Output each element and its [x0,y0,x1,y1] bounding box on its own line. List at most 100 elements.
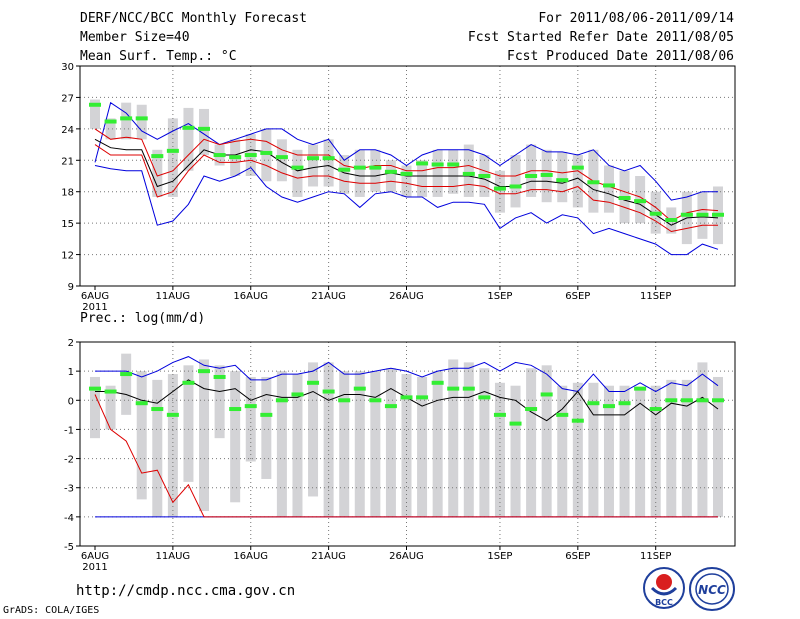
temp-spread-box [339,155,350,194]
prec-spread-box [136,371,147,500]
prec-spread-box [230,371,241,503]
temp-y-tick-label: 15 [61,219,74,230]
temp-mean-marker [680,212,693,217]
prec-spread-box [308,362,319,497]
prec-spread-box [494,382,505,517]
member-size-label: Member Size=40 [80,30,190,45]
prec-mean-marker [275,398,288,403]
temp-mean-marker [120,116,133,121]
temp-x-tick-label: 26AUG [389,291,424,302]
prec-x-tick-label: 11SEP [640,551,671,562]
temp-spread-box [199,108,210,156]
prec-spread-box [167,374,178,517]
prec-mean-marker [244,404,257,409]
bcc-logo-text: BCC [655,598,673,607]
temp-spread-box [292,149,303,197]
prec-mean-marker [213,374,226,379]
temp-mean-marker [275,155,288,160]
ncc-logo-icon: NCC [689,567,735,611]
prec-spread-box [354,371,365,517]
prec-mean-marker [151,407,164,412]
prec-x-tick-label: 6SEP [565,551,590,562]
temp-mean-marker [151,154,164,159]
prec-mean-marker [291,392,304,397]
prec-mean-marker [307,380,320,385]
temp-spread-box [572,155,583,208]
prec-mean-marker [540,392,553,397]
prec-mean-marker [120,372,133,377]
temp-mean-marker [104,119,117,124]
prec-mean-marker [618,401,631,406]
prec-mean-marker [525,407,538,412]
temp-mean-marker [509,184,522,189]
prec-mean-marker [634,386,647,391]
prec-mean-marker [182,380,195,385]
temp-x-tick-label: 16AUG [233,291,268,302]
temp-spread-box [448,149,459,194]
temp-mean-marker [618,196,631,200]
temp-y-tick-label: 24 [61,125,74,136]
prec-spread-box [214,365,225,439]
temp-mean-marker [665,218,678,222]
temp-mean-marker [540,172,553,177]
bcc-logo-icon: BCC [643,567,685,609]
temp-mean-marker [291,165,304,170]
prec-y-tick-label: -1 [64,425,74,436]
temp-mean-marker [182,125,195,130]
prec-x-tick-label: 11AUG [156,551,191,562]
temp-mean-marker [556,178,569,183]
prec-mean-marker [556,412,569,417]
temp-spread-box [510,155,521,208]
prec-spread-box [385,368,396,517]
prec-spread-box [90,376,100,439]
website-url[interactable]: http://cmdp.ncc.cma.gov.cn [76,583,296,599]
temp-spread-box [463,144,474,197]
variable-label: Mean Surf. Temp.: °C [80,49,237,64]
temp-band-line [94,128,719,222]
temp-y-tick-label: 12 [61,251,74,262]
temp-spread-box [261,128,272,182]
temp-mean-marker [649,211,662,216]
prec-spread-box [666,379,677,517]
prec-mean-marker [571,418,584,423]
temp-y-tick-label: 30 [61,62,74,73]
prec-spread-box [105,385,116,430]
prec-mean-marker [353,386,366,391]
prec-mean-marker [104,389,117,394]
prec-y-tick-label: 0 [68,396,74,407]
temp-x-tick-label: 21AUG [311,291,346,302]
prec-spread-box [323,362,334,517]
temp-x-tick-label: 6SEP [565,291,590,302]
prec-y-tick-label: -2 [64,455,74,466]
prec-spread-box [635,388,646,517]
prec-spread-box [276,371,287,517]
prec-mean-marker [384,404,397,409]
temp-mean-marker [400,171,413,176]
prec-mean-marker [649,407,662,412]
prec-mean-marker [509,421,522,426]
temp-mean-marker [353,165,366,170]
temp-mean-marker [89,102,101,107]
temp-mean-marker [525,174,538,178]
temp-mean-marker [369,165,382,170]
prec-x-tick-label: 21AUG [311,551,346,562]
temp-spread-box [557,151,568,203]
prec-spread-box [541,365,552,517]
temp-mean-marker [307,156,320,161]
prec-mean-marker [478,395,491,400]
temp-median-line [94,138,719,226]
temp-y-tick-label: 18 [61,188,74,199]
temp-y-tick-label: 27 [61,93,74,104]
temp-spread-box [90,99,100,129]
ncc-logo-text: NCC [698,583,726,597]
temp-plot-frame [79,65,736,287]
prec-spread-box [510,385,521,517]
temp-spread-box [152,149,163,197]
prec-mean-marker [260,412,273,417]
prec-mean-marker [587,401,600,406]
prec-spread-box [432,371,443,517]
temp-year-label: 2011 [82,302,107,313]
ncc-logo: NCC [688,566,736,612]
prec-spread-box [370,371,381,517]
